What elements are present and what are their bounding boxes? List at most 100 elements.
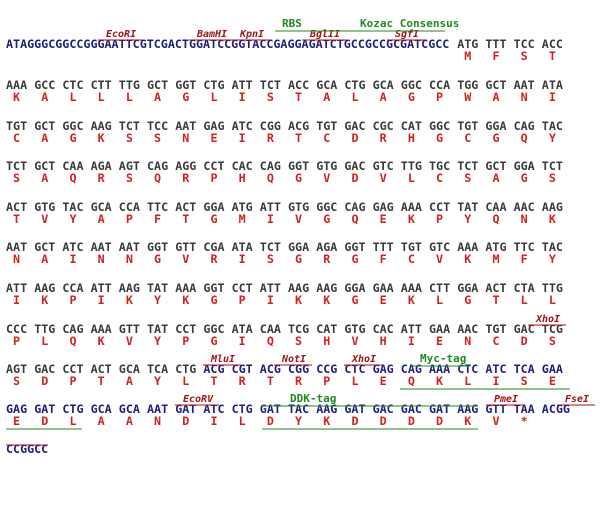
amino-acid: D [521, 334, 528, 348]
codon: CTA [514, 281, 535, 295]
codon: ACC [542, 37, 563, 51]
codon: TCA [514, 362, 535, 376]
amino-acid: Q [492, 212, 499, 226]
amino-acid: A [380, 90, 387, 104]
codon: GCT [485, 78, 506, 92]
amino-acid: K [126, 293, 133, 307]
codon: GTG [288, 200, 309, 214]
amino-acid: P [239, 293, 246, 307]
codon: AAA [401, 281, 422, 295]
dna-sequence: ATAGGGCGGCCGGGAATTCGTCGACTGGATCCGGTACCGA… [6, 37, 449, 51]
codon: GCT [34, 240, 55, 254]
codon: ATT [232, 78, 253, 92]
amino-acid: P [126, 212, 133, 226]
amino-acid: I [549, 90, 556, 104]
codon: GTT [119, 322, 140, 336]
codon: TGT [316, 119, 337, 133]
codon: ACC [288, 78, 309, 92]
codon: GCA [91, 200, 112, 214]
amino-acid: E [380, 374, 387, 388]
amino-acid: L [436, 293, 443, 307]
codon: GAG [203, 119, 224, 133]
codon: TAT [147, 281, 168, 295]
amino-acid: Y [464, 212, 471, 226]
codon: ACT [6, 200, 27, 214]
restriction-site: MluI [210, 354, 235, 365]
codon: GCT [485, 159, 506, 173]
amino-acid: G [436, 131, 443, 145]
amino-acid: G [351, 252, 358, 266]
codon: CAC [373, 322, 394, 336]
codon: AGA [91, 159, 112, 173]
amino-acid: I [210, 414, 217, 428]
codon: GAC [34, 362, 55, 376]
codon: TTC [514, 240, 535, 254]
amino-acid: C [408, 252, 415, 266]
codon: AAC [457, 322, 478, 336]
codon: TTG [401, 159, 422, 173]
tag-label: Kozac Consensus [360, 17, 459, 30]
amino-acid: Y [154, 374, 161, 388]
codon: GCA [91, 402, 112, 416]
amino-acid: Y [295, 414, 302, 428]
codon: TTT [485, 37, 506, 51]
amino-acid: R [323, 252, 331, 266]
amino-acid: A [41, 171, 48, 185]
amino-acid: Q [267, 171, 274, 185]
codon: TGT [485, 322, 506, 336]
amino-acid: G [210, 334, 217, 348]
codon: AAG [288, 281, 309, 295]
amino-acid: V [182, 252, 189, 266]
codon: GGT [175, 78, 196, 92]
amino-acid: E [13, 414, 20, 428]
codon: CTT [429, 281, 450, 295]
amino-acid: I [239, 90, 246, 104]
codon: GAG [6, 402, 27, 416]
codon: ATG [457, 37, 478, 51]
amino-acid: I [98, 293, 105, 307]
amino-acid: G [69, 131, 76, 145]
amino-acid: Q [69, 334, 76, 348]
amino-acid: G [464, 293, 471, 307]
amino-acid: G [295, 171, 302, 185]
amino-acid: Q [351, 212, 358, 226]
amino-acid: L [98, 90, 105, 104]
amino-acid: A [98, 212, 105, 226]
codon: TTT [373, 240, 394, 254]
codon: GCA [373, 78, 394, 92]
amino-acid: K [182, 293, 189, 307]
amino-acid: * [521, 414, 528, 428]
codon: CTG [175, 362, 196, 376]
codon: CGG [260, 119, 281, 133]
amino-acid: A [41, 90, 48, 104]
amino-acid: P [436, 90, 443, 104]
amino-acid: R [267, 131, 275, 145]
amino-acid: D [351, 171, 358, 185]
codon: CAG [514, 119, 535, 133]
codon: GCT [147, 78, 168, 92]
restriction-site: EcoRV [183, 394, 214, 405]
amino-acid: S [154, 131, 161, 145]
amino-acid: G [492, 131, 499, 145]
amino-acid: E [210, 131, 217, 145]
codon: ATA [542, 78, 563, 92]
amino-acid: M [492, 252, 499, 266]
amino-acid: E [436, 334, 443, 348]
codon: CCT [203, 159, 224, 173]
amino-acid: N [182, 131, 189, 145]
codon: TAC [542, 240, 563, 254]
codon: GAC [344, 119, 365, 133]
restriction-site: XhoI [351, 354, 376, 365]
codon: TCT [119, 119, 140, 133]
codon: TTC [147, 200, 168, 214]
amino-acid: A [126, 414, 133, 428]
codon: GAA [542, 362, 563, 376]
codon: TAC [62, 200, 83, 214]
amino-acid: L [182, 374, 189, 388]
codon: CTC [62, 78, 83, 92]
codon: GTC [429, 240, 450, 254]
amino-acid: A [323, 90, 330, 104]
amino-acid: H [239, 171, 246, 185]
amino-acid: A [126, 374, 133, 388]
